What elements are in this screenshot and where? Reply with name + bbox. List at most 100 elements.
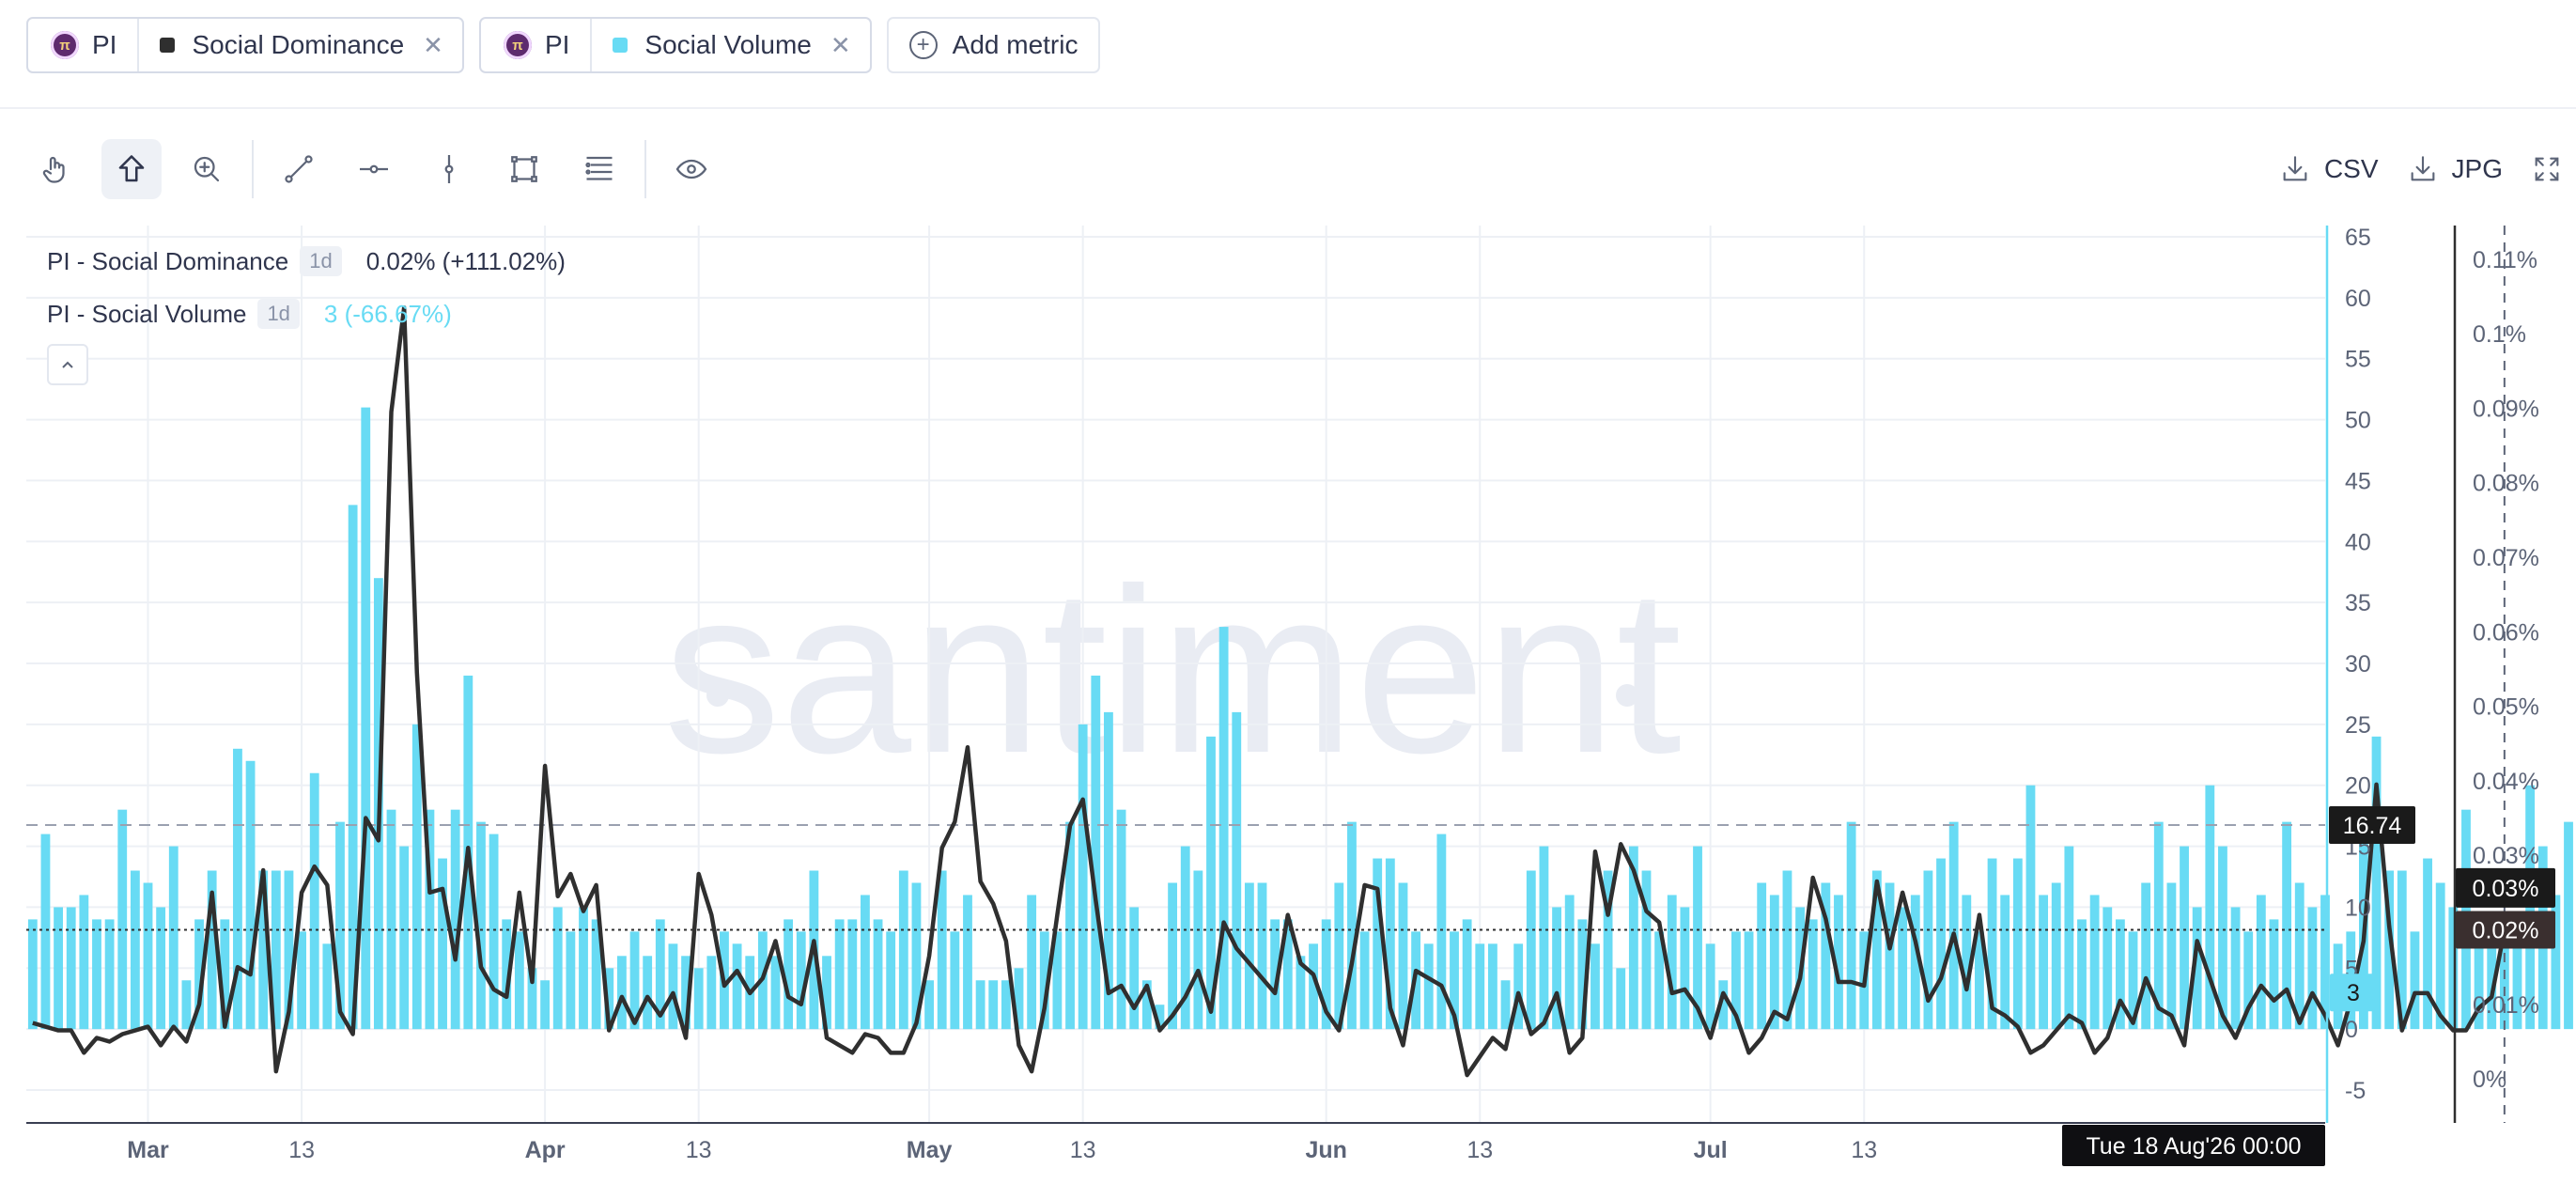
social-volume-bar: [1462, 919, 1472, 1030]
add-metric-button[interactable]: + Add metric: [886, 17, 1101, 73]
social-volume-bar: [386, 809, 396, 1030]
social-volume-bar: [476, 821, 486, 1030]
y-right-tick-label: 0.09%: [2473, 396, 2539, 422]
legend-series-value: 0.02% (+111.02%): [365, 246, 566, 275]
social-volume-bar: [1193, 870, 1203, 1030]
download-icon: [2283, 156, 2307, 181]
social-volume-bar: [975, 980, 985, 1030]
social-volume-bar: [1436, 833, 1447, 1030]
social-volume-bar: [2180, 846, 2189, 1030]
zoom-tool-button[interactable]: [177, 139, 237, 199]
social-volume-bar: [1309, 943, 1318, 1030]
social-volume-bar: [425, 809, 435, 1030]
right-level-badge: 0.03%: [2473, 876, 2539, 902]
social-volume-bar: [1910, 895, 1920, 1030]
collapse-legend-button[interactable]: [47, 344, 88, 385]
social-volume-bar: [54, 907, 63, 1030]
asset-selector[interactable]: π PI: [481, 19, 593, 71]
social-volume-bar: [348, 505, 358, 1030]
toolbar-separator: [644, 140, 646, 198]
social-volume-bar: [1078, 724, 1088, 1030]
vertical-line-tool-button[interactable]: [419, 139, 479, 199]
y-left-tick-label: 10: [2345, 895, 2371, 921]
social-volume-bar: [1155, 1005, 1165, 1030]
plus-circle-icon: +: [908, 31, 938, 59]
pointer-tool-button[interactable]: [101, 139, 162, 199]
horizontal-ray-tool-button[interactable]: [344, 139, 404, 199]
social-volume-bar: [361, 407, 371, 1030]
fullscreen-button[interactable]: [2531, 153, 2563, 185]
social-volume-bar: [2423, 858, 2432, 1030]
legend-social-dominance[interactable]: PI - Social Dominance 1d 0.02% (+111.02%…: [47, 246, 566, 276]
social-volume-bar: [27, 919, 38, 1030]
social-volume-bar: [834, 919, 845, 1030]
social-volume-bar: [1808, 919, 1818, 1030]
social-volume-bar: [2269, 919, 2279, 1030]
social-volume-bar: [873, 919, 883, 1030]
social-volume-bar: [2384, 870, 2395, 1030]
social-volume-bar: [1936, 858, 1946, 1030]
x-tick-label: Mar: [127, 1137, 169, 1163]
social-volume-bar: [1526, 870, 1536, 1030]
social-volume-bar: [2166, 882, 2177, 1030]
vertical-line-icon: [444, 155, 454, 183]
social-volume-bar: [181, 980, 192, 1030]
social-volume-bar: [117, 809, 128, 1030]
social-volume-bar: [1244, 882, 1254, 1030]
social-volume-bar: [579, 907, 588, 1030]
left-last-value-badge: 3: [2347, 980, 2360, 1006]
social-volume-bar: [1744, 931, 1754, 1030]
social-volume-bar: [1218, 627, 1229, 1030]
download-icon: [2411, 156, 2434, 181]
y-right-tick-label: 0.08%: [2473, 471, 2539, 497]
social-volume-bar: [2282, 821, 2292, 1030]
legend-social-volume[interactable]: PI - Social Volume 1d 3 (-66.67%): [47, 299, 452, 329]
social-volume-bar: [552, 907, 563, 1030]
trend-line-tool-button[interactable]: [269, 139, 329, 199]
social-volume-bar: [2128, 931, 2138, 1030]
fib-levels-icon: [585, 156, 613, 180]
visibility-toggle-button[interactable]: [661, 139, 722, 199]
y-left-tick-label: 55: [2345, 347, 2371, 373]
social-volume-bar: [2077, 919, 2087, 1030]
hover-level-badge-bg: [2329, 806, 2415, 845]
metric-chip-social-volume[interactable]: π PI Social Volume ✕: [478, 17, 872, 73]
social-volume-bar: [1680, 907, 1690, 1030]
metric-name: Social Dominance: [192, 30, 405, 59]
social-volume-bar: [2487, 931, 2497, 1030]
social-volume-bar: [2012, 858, 2023, 1030]
metric-chip-social-dominance[interactable]: π PI Social Dominance ✕: [26, 17, 464, 73]
social-volume-bar: [411, 724, 422, 1030]
fib-levels-tool-button[interactable]: [569, 139, 629, 199]
asset-selector[interactable]: π PI: [28, 19, 140, 71]
metric-bar: π PI Social Dominance ✕ π PI Social Volu…: [26, 17, 1101, 77]
rectangle-tool-button[interactable]: [494, 139, 554, 199]
interval-badge: 1d: [257, 299, 300, 329]
social-volume-bar: [732, 943, 742, 1030]
social-volume-bar: [1500, 980, 1511, 1030]
right-last-value-badge: 0.02%: [2473, 918, 2539, 944]
social-volume-bar: [1373, 858, 1383, 1030]
close-icon[interactable]: ✕: [830, 30, 851, 59]
social-volume-bar: [2064, 846, 2074, 1030]
hand-tool-button[interactable]: [26, 139, 86, 199]
social-volume-bar: [770, 956, 781, 1030]
download-jpg-button[interactable]: JPG: [2407, 153, 2503, 185]
social-volume-bar: [92, 919, 101, 1030]
social-volume-bar: [79, 895, 89, 1030]
social-volume-bar: [1603, 870, 1613, 1030]
social-volume-bar: [2320, 895, 2330, 1030]
social-volume-bar: [1104, 711, 1113, 1030]
y-left-tick-label: -5: [2345, 1078, 2366, 1104]
social-volume-bar: [784, 919, 794, 1030]
social-volume-bar: [1116, 809, 1126, 1030]
download-csv-button[interactable]: CSV: [2279, 153, 2379, 185]
social-volume-bar: [1577, 919, 1588, 1030]
x-tick-label: Jul: [1694, 1137, 1728, 1163]
y-right-tick-label: 0.06%: [2473, 619, 2539, 646]
close-icon[interactable]: ✕: [423, 30, 443, 59]
metric-name: Social Volume: [644, 30, 812, 59]
social-volume-bar: [1321, 919, 1331, 1030]
social-volume-bar: [604, 968, 614, 1030]
